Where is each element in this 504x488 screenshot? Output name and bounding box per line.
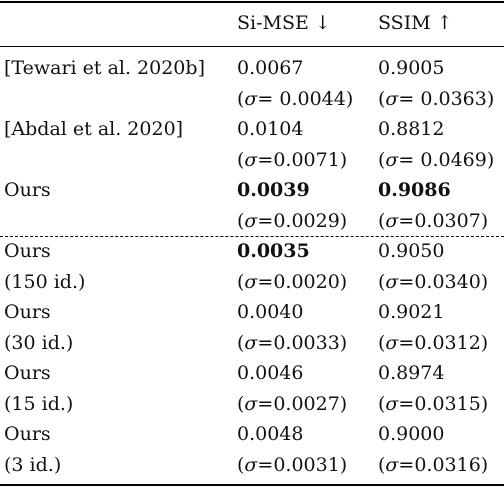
sigma-symbol: σ <box>244 148 258 171</box>
ssim-std: (σ=0.0307) <box>378 209 489 232</box>
ssim-std: (σ= 0.0469) <box>378 148 495 171</box>
method-name: Ours <box>4 362 51 384</box>
ssim-value: 0.9000 <box>378 423 445 445</box>
ssim-std: (σ=0.0340) <box>378 270 489 293</box>
ssim-value: 0.9086 <box>378 179 451 201</box>
sigma-symbol: σ <box>244 270 258 293</box>
si-mse-std: (σ=0.0071) <box>237 148 348 171</box>
sigma-symbol: σ <box>385 87 399 110</box>
si-mse-value: 0.0040 <box>237 301 304 323</box>
sigma-symbol: σ <box>385 331 399 354</box>
method-name: [Tewari et al. 2020b] <box>4 57 205 79</box>
method-identities: (150 id.) <box>4 270 86 293</box>
si-mse-std: (σ=0.0031) <box>237 453 348 476</box>
ssim-std: (σ=0.0315) <box>378 392 489 415</box>
sigma-symbol: σ <box>385 270 399 293</box>
si-mse-value: 0.0048 <box>237 423 304 445</box>
sigma-symbol: σ <box>244 392 258 415</box>
si-mse-value: 0.0035 <box>237 240 310 262</box>
sigma-symbol: σ <box>385 209 399 232</box>
method-name: Ours <box>4 179 51 201</box>
ssim-std: (σ=0.0316) <box>378 453 489 476</box>
ssim-value: 0.9005 <box>378 57 445 79</box>
si-mse-std: (σ=0.0029) <box>237 209 348 232</box>
sigma-symbol: σ <box>244 453 258 476</box>
ssim-std: (σ=0.0312) <box>378 331 489 354</box>
ssim-value: 0.9021 <box>378 301 445 323</box>
group-separator-dashed <box>0 236 504 237</box>
method-identities: (15 id.) <box>4 392 74 415</box>
sigma-symbol: σ <box>385 453 399 476</box>
header-si-mse: Si-MSE ↓ <box>237 12 331 34</box>
method-name: Ours <box>4 240 51 262</box>
sigma-symbol: σ <box>385 392 399 415</box>
si-mse-std: (σ=0.0033) <box>237 331 348 354</box>
header-ssim: SSIM ↑ <box>378 12 453 34</box>
method-identities: (30 id.) <box>4 331 74 354</box>
sigma-symbol: σ <box>244 331 258 354</box>
sigma-symbol: σ <box>244 209 258 232</box>
si-mse-value: 0.0104 <box>237 118 304 140</box>
table-top-rule <box>0 1 504 3</box>
method-name: Ours <box>4 423 51 445</box>
header-rule <box>0 46 504 47</box>
sigma-symbol: σ <box>385 148 399 171</box>
table-bottom-rule <box>0 484 504 486</box>
si-mse-value: 0.0039 <box>237 179 310 201</box>
ssim-value: 0.8812 <box>378 118 445 140</box>
ssim-value: 0.8974 <box>378 362 445 384</box>
si-mse-std: (σ=0.0027) <box>237 392 348 415</box>
sigma-symbol: σ <box>244 87 258 110</box>
si-mse-std: (σ= 0.0044) <box>237 87 354 110</box>
method-name: [Abdal et al. 2020] <box>4 118 184 140</box>
si-mse-std: (σ=0.0020) <box>237 270 348 293</box>
method-identities: (3 id.) <box>4 453 62 476</box>
si-mse-value: 0.0046 <box>237 362 304 384</box>
method-name: Ours <box>4 301 51 323</box>
ssim-std: (σ= 0.0363) <box>378 87 495 110</box>
si-mse-value: 0.0067 <box>237 57 304 79</box>
ssim-value: 0.9050 <box>378 240 445 262</box>
